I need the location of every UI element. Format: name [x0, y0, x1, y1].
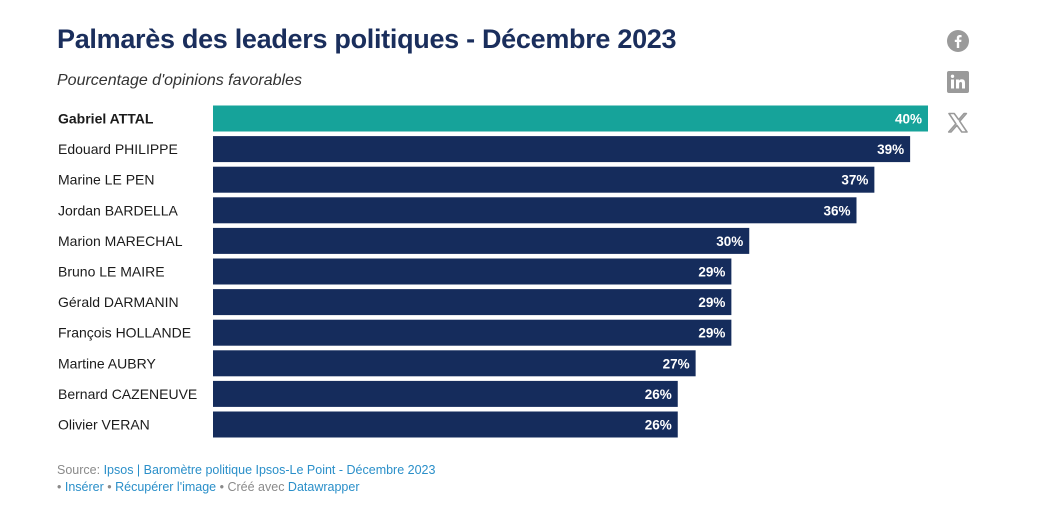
source-prefix: Source:: [57, 463, 104, 477]
bar: [213, 166, 875, 193]
bar: [213, 105, 928, 132]
value-label: 29%: [698, 295, 725, 310]
bar: [213, 227, 750, 254]
value-label: 26%: [645, 387, 672, 402]
value-label: 29%: [698, 265, 725, 280]
bar: [213, 380, 678, 407]
value-label: 27%: [663, 356, 690, 371]
value-label: 40%: [895, 112, 922, 127]
bar: [213, 319, 732, 346]
category-label: Marion MARECHAL: [58, 233, 183, 249]
chart-footer: Source: Ipsos | Baromètre politique Ipso…: [57, 462, 435, 496]
category-label: Martine AUBRY: [58, 355, 156, 371]
linkedin-icon: [947, 71, 969, 93]
bar: [213, 197, 857, 224]
category-label: Edouard PHILIPPE: [58, 141, 178, 157]
bar: [213, 258, 732, 285]
bar-chart: Gabriel ATTAL 40% Edouard PHILIPPE 39% Marin…: [58, 105, 928, 438]
value-label: 39%: [877, 142, 904, 157]
bullet-separator: •: [216, 480, 228, 494]
value-label: 36%: [823, 203, 850, 218]
category-label: Bruno LE MAIRE: [58, 264, 165, 280]
bar: [213, 289, 732, 316]
created-with-text: Créé avec: [227, 480, 288, 494]
value-label: 37%: [841, 173, 868, 188]
category-label: François HOLLANDE: [58, 325, 191, 341]
facebook-icon: [947, 30, 969, 52]
get-image-link[interactable]: Récupérer l'image: [115, 480, 217, 494]
value-label: 26%: [645, 418, 672, 433]
bar: [213, 136, 911, 163]
actions-line: • Insérer • Récupérer l'image • Créé ave…: [57, 479, 435, 496]
chart-subtitle: Pourcentage d'opinions favorables: [57, 72, 302, 89]
category-label: Bernard CAZENEUVE: [58, 386, 197, 402]
category-label: Gérald DARMANIN: [58, 294, 179, 310]
x-share-button[interactable]: [946, 111, 970, 135]
category-label: Olivier VERAN: [58, 417, 150, 433]
x-icon: [947, 112, 968, 133]
datawrapper-link[interactable]: Datawrapper: [287, 480, 360, 494]
facebook-share-button[interactable]: [946, 29, 970, 53]
linkedin-share-button[interactable]: [946, 70, 970, 94]
category-label: Gabriel ATTAL: [58, 111, 154, 127]
source-link[interactable]: Ipsos | Baromètre politique Ipsos-Le Poi…: [103, 463, 436, 477]
chart-title: Palmarès des leaders politiques - Décemb…: [57, 24, 677, 54]
bullet-separator: •: [103, 480, 116, 494]
value-label: 30%: [716, 234, 743, 249]
category-label: Marine LE PEN: [58, 172, 154, 188]
source-line: Source: Ipsos | Baromètre politique Ipso…: [57, 462, 435, 479]
bullet-separator: •: [57, 480, 65, 494]
bar: [213, 411, 678, 438]
category-label: Jordan BARDELLA: [58, 202, 179, 218]
bar: [213, 350, 696, 377]
value-label: 29%: [698, 326, 725, 341]
embed-link[interactable]: Insérer: [64, 480, 104, 494]
